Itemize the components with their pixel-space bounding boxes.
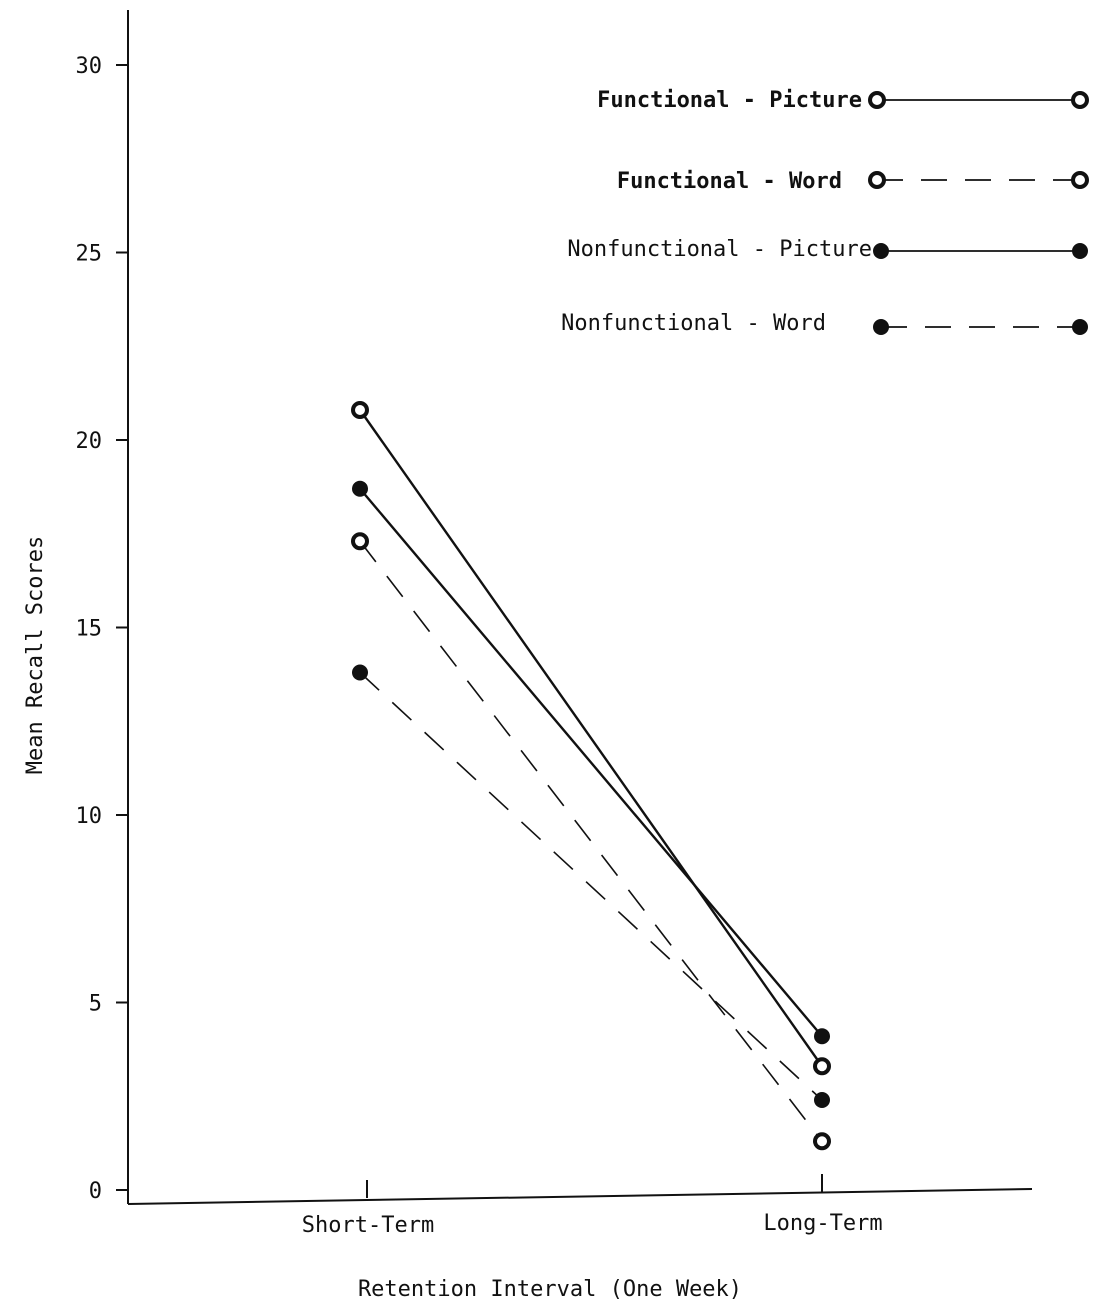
series-markers [351,401,831,1151]
axes [127,10,1033,1205]
legend-key-marker-end-functional-picture [1071,91,1089,109]
y-tick-label-15: 15 [76,617,103,642]
legend-key-marker-start-nonfunctional-picture [873,243,889,259]
y-tick-label-25: 25 [76,242,103,267]
legend-key-marker-end-functional-word [1071,171,1089,189]
x-tick-label-short-term: Short-Term [302,1213,434,1238]
legend-label-functional-word: Functional - Word [617,169,842,194]
data-point-functional-picture-short-term [351,401,369,419]
x-tick-labels: Short-Term Long-Term [302,1211,883,1238]
data-point-nonfunctional-word-long-term [814,1092,830,1108]
legend-label-nonfunctional-word: Nonfunctional - Word [561,311,826,336]
legend-label-nonfunctional-picture: Nonfunctional - Picture [567,237,872,262]
y-tick-label-30: 30 [76,54,103,79]
legend-keys [868,91,1089,335]
data-point-nonfunctional-picture-long-term [814,1028,830,1045]
y-tick-label-5: 5 [89,992,102,1017]
x-tick-label-long-term: Long-Term [763,1211,882,1236]
y-axis-title: Mean Recall Scores [23,536,48,774]
y-ticks: 0 5 10 15 20 25 30 [76,54,128,1204]
legend-label-functional-picture: Functional - Picture [597,88,862,113]
y-tick-label-10: 10 [76,804,103,829]
series-line-functional-word [359,540,823,1142]
legend-key-marker-start-nonfunctional-word [873,319,889,335]
data-point-nonfunctional-picture-short-term [352,480,368,497]
series-line-nonfunctional-word [359,671,823,1101]
y-tick-label-0: 0 [89,1179,102,1204]
legend-key-marker-start-functional-picture [868,91,886,109]
series-line-functional-picture [359,409,823,1067]
legend-key-marker-end-nonfunctional-word [1072,319,1088,335]
legend-key-marker-start-functional-word [868,171,886,189]
data-point-nonfunctional-word-short-term [352,664,368,681]
data-point-functional-picture-long-term [813,1057,831,1076]
series-line-nonfunctional-picture [359,487,823,1038]
series-lines [359,409,823,1142]
data-point-functional-word-long-term [813,1132,831,1151]
legend: Functional - Picture Functional - Word N… [561,88,1089,336]
legend-key-marker-end-nonfunctional-picture [1072,243,1088,259]
x-axis-line [127,1188,1033,1205]
data-point-functional-word-short-term [351,532,369,551]
y-tick-label-20: 20 [76,429,103,454]
x-axis-title: Retention Interval (One Week) [358,1277,742,1302]
